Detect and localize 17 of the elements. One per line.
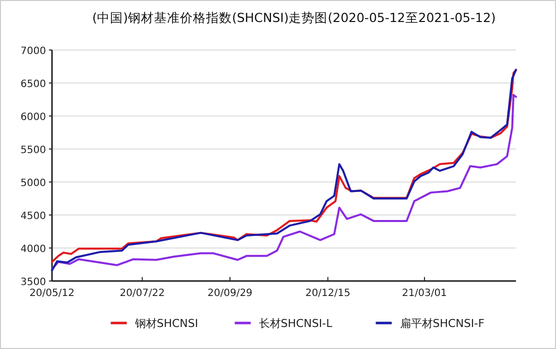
x-tick-label: 20/05/12 xyxy=(30,288,74,299)
x-tick-label: 21/03/01 xyxy=(402,288,447,299)
legend-label: 扁平材SHCNSI-F xyxy=(400,317,484,330)
y-tick-label: 6000 xyxy=(20,112,46,123)
y-tick-label: 5000 xyxy=(20,178,46,189)
y-tick-label: 5500 xyxy=(20,145,46,156)
y-tick-label: 4500 xyxy=(20,211,46,222)
chart-title: (中国)钢材基准价格指数(SHCNSI)走势图(2020-05-12至2021-05-12) xyxy=(92,10,496,25)
y-tick-label: 6500 xyxy=(20,79,46,90)
x-tick-label: 20/12/15 xyxy=(305,288,350,299)
y-tick-label: 7000 xyxy=(20,46,46,57)
x-tick-label: 20/09/29 xyxy=(208,288,252,299)
y-tick-label: 4000 xyxy=(20,244,46,255)
legend-label: 长材SHCNSI-L xyxy=(258,317,334,330)
legend-label: 钢材SHCNSI xyxy=(134,317,198,330)
x-tick-label: 20/07/22 xyxy=(120,288,165,299)
y-tick-label: 3500 xyxy=(20,277,46,288)
